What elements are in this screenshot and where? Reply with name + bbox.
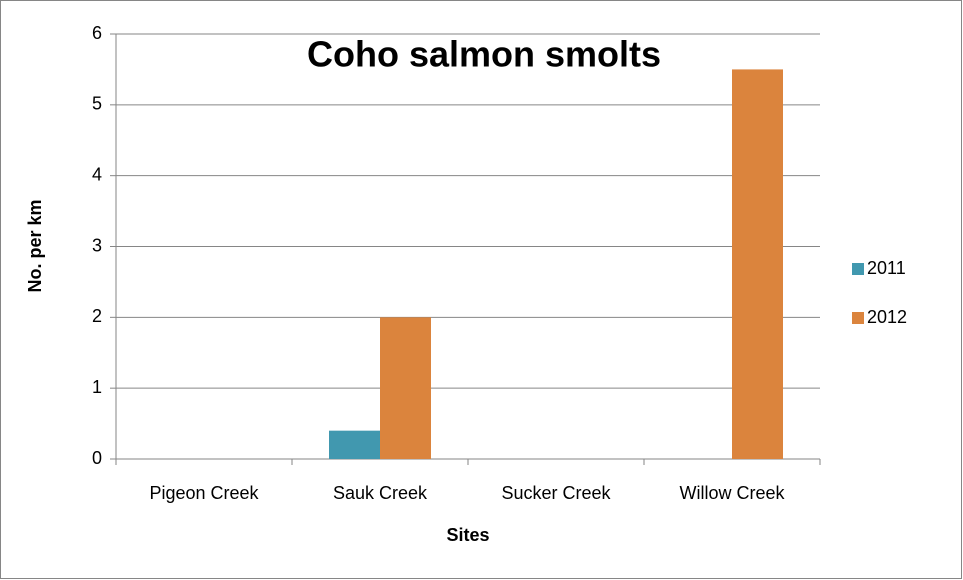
- x-tick-label: Willow Creek: [679, 483, 785, 503]
- y-tick-label: 0: [92, 448, 102, 468]
- x-tick-label: Sauk Creek: [333, 483, 428, 503]
- y-tick-label: 4: [92, 164, 102, 184]
- bar: [380, 317, 431, 459]
- legend-label: 2011: [867, 258, 906, 278]
- bar: [329, 430, 380, 459]
- y-tick-label: 2: [92, 306, 102, 326]
- legend-label: 2012: [867, 307, 907, 327]
- bar: [732, 69, 783, 460]
- y-tick-label: 5: [92, 94, 102, 114]
- y-tick-label: 3: [92, 235, 102, 255]
- y-axis-label: No. per km: [25, 199, 45, 292]
- y-tick-label: 1: [92, 377, 102, 397]
- y-tick-label: 6: [92, 23, 102, 43]
- x-axis-label: Sites: [446, 525, 489, 545]
- legend-swatch: [852, 263, 864, 275]
- x-tick-label: Pigeon Creek: [149, 483, 259, 503]
- x-tick-label: Sucker Creek: [501, 483, 611, 503]
- chart-title: Coho salmon smolts: [307, 34, 661, 75]
- legend-swatch: [852, 312, 864, 324]
